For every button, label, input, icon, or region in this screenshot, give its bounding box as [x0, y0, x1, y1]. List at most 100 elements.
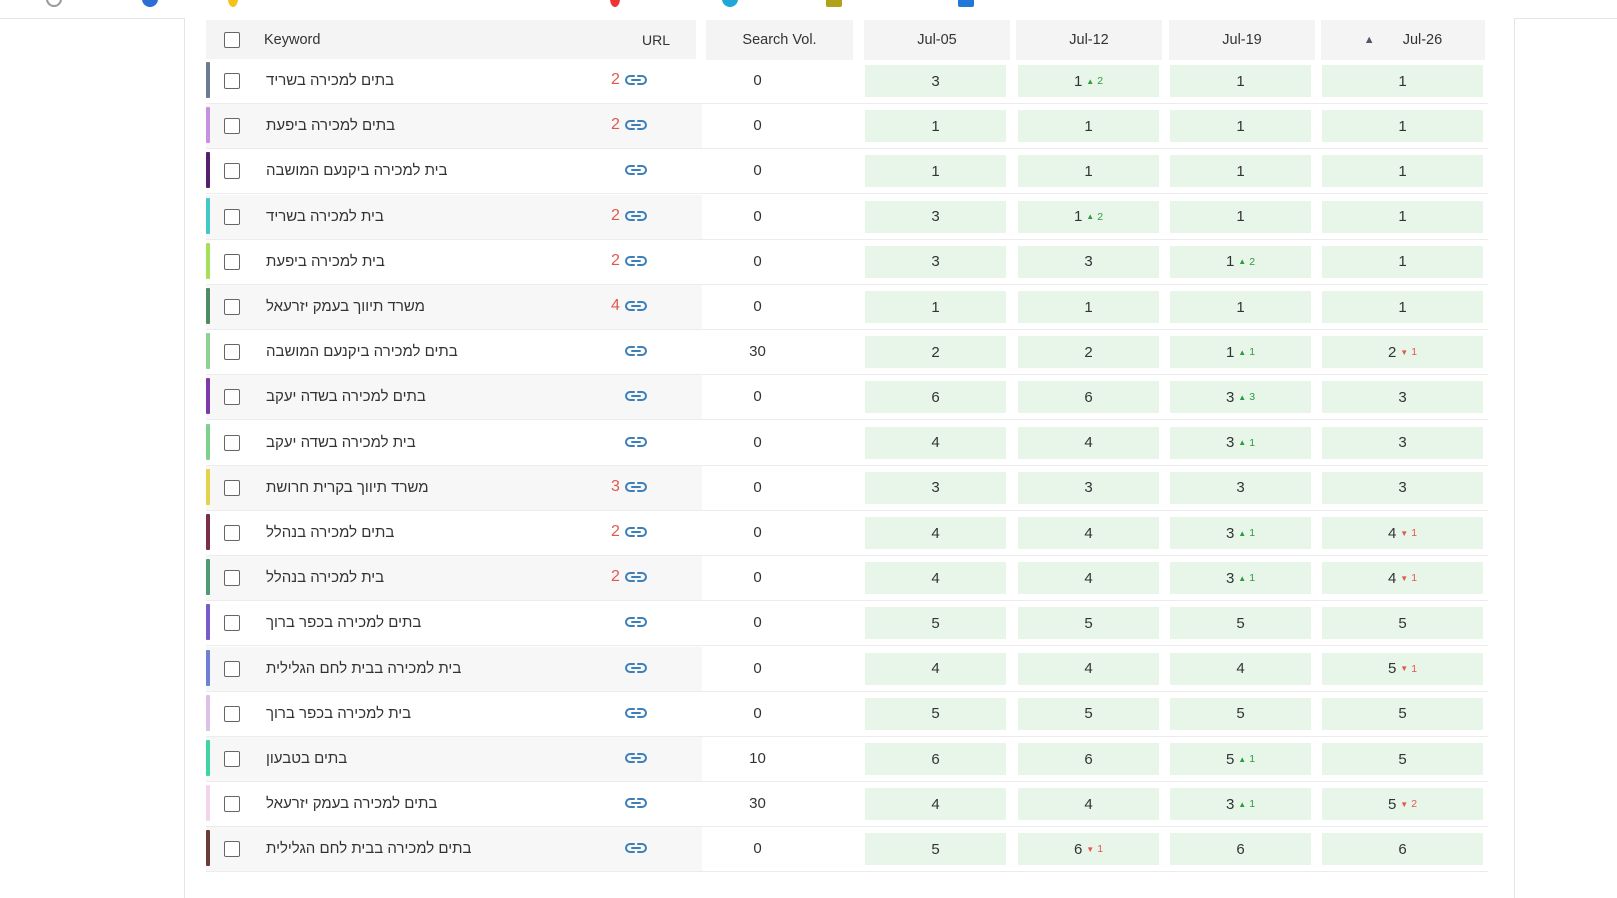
rank-cell[interactable]: 1: [1322, 110, 1483, 143]
rank-cell[interactable]: 5: [865, 833, 1006, 866]
rank-cell[interactable]: 4: [865, 562, 1006, 595]
sort-ascending-icon[interactable]: ▲: [1363, 34, 1375, 46]
rank-cell[interactable]: 5 ▼ 2: [1322, 788, 1483, 821]
table-row[interactable]: בתים למכירה ביקנעם המושבה 30 2 2 1 ▲ 1 2 ▼ 1: [206, 330, 1488, 376]
rank-cell[interactable]: 4 ▼ 1: [1322, 517, 1483, 549]
rank-cell[interactable]: 3: [1322, 381, 1483, 414]
row-checkbox[interactable]: [224, 118, 240, 135]
rank-cell[interactable]: 6 ▼ 1: [1018, 833, 1159, 866]
link-icon[interactable]: [625, 616, 647, 628]
rank-cell[interactable]: 5: [1170, 697, 1311, 730]
link-icon[interactable]: [625, 300, 647, 312]
rank-cell[interactable]: 4: [865, 426, 1006, 459]
bookmark-icon[interactable]: [958, 0, 974, 7]
rank-cell[interactable]: 3: [1018, 245, 1159, 278]
rank-cell[interactable]: 1: [865, 291, 1006, 323]
url-count[interactable]: 4: [611, 297, 620, 314]
row-checkbox[interactable]: [224, 570, 240, 587]
link-icon[interactable]: [625, 119, 647, 131]
rank-cell[interactable]: 1 ▲ 2: [1018, 65, 1159, 97]
row-checkbox[interactable]: [224, 389, 240, 406]
rank-cell[interactable]: 4 ▼ 1: [1322, 562, 1483, 595]
link-icon[interactable]: [625, 526, 647, 538]
table-row[interactable]: בתים למכירה בכפר ברוך 0 5 5 5 5: [206, 601, 1488, 647]
row-checkbox[interactable]: [224, 434, 240, 451]
url-count[interactable]: 2: [611, 71, 620, 88]
rank-cell[interactable]: 1: [1018, 110, 1159, 143]
table-row[interactable]: בתים בטבעון 10 6 6 5 ▲ 1 5: [206, 737, 1488, 782]
bookmark-icon[interactable]: [228, 0, 238, 7]
bookmark-icon[interactable]: [826, 0, 842, 7]
link-icon[interactable]: [625, 255, 647, 267]
table-row[interactable]: בתים למכירה בבית לחם הגלילית 0 5 6 ▼ 1 6 6: [206, 827, 1488, 873]
table-row[interactable]: בתים למכירה בשריד 2 0 3 1 ▲ 2 1 1: [206, 59, 1488, 104]
rank-cell[interactable]: 1: [1170, 65, 1311, 97]
link-icon[interactable]: [625, 481, 647, 493]
rank-cell[interactable]: 1: [1322, 291, 1483, 323]
link-icon[interactable]: [625, 662, 647, 674]
rank-cell[interactable]: 1: [1322, 245, 1483, 278]
table-row[interactable]: בית למכירה בנהלל 2 0 4 4 3 ▲ 1 4 ▼ 1: [206, 556, 1488, 602]
search-volume-header[interactable]: Search Vol.: [706, 20, 853, 60]
link-icon[interactable]: [625, 842, 647, 854]
row-checkbox[interactable]: [224, 479, 240, 496]
rank-cell[interactable]: 4: [865, 788, 1006, 821]
row-checkbox[interactable]: [224, 705, 240, 722]
link-icon[interactable]: [625, 210, 647, 222]
rank-cell[interactable]: 5: [865, 607, 1006, 640]
rank-cell[interactable]: 3: [1322, 471, 1483, 504]
rank-cell[interactable]: 1: [1170, 200, 1311, 233]
rank-cell[interactable]: 4: [865, 517, 1006, 549]
rank-cell[interactable]: 2 ▼ 1: [1322, 336, 1483, 369]
table-row[interactable]: משרד תיווך בעמק יזרעאל 4 0 1 1 1 1: [206, 285, 1488, 330]
rank-cell[interactable]: 5: [1170, 607, 1311, 640]
link-icon[interactable]: [625, 345, 647, 357]
rank-cell[interactable]: 6: [1322, 833, 1483, 866]
keyword-header[interactable]: Keyword URL: [206, 20, 696, 60]
rank-cell[interactable]: 3 ▲ 1: [1170, 426, 1311, 459]
rank-cell[interactable]: 1: [1170, 291, 1311, 323]
rank-cell[interactable]: 3 ▲ 1: [1170, 517, 1311, 549]
rank-cell[interactable]: 1 ▲ 2: [1018, 200, 1159, 233]
rank-cell[interactable]: 4: [1170, 652, 1311, 685]
row-checkbox[interactable]: [224, 841, 240, 858]
rank-cell[interactable]: 1: [1170, 110, 1311, 143]
row-checkbox[interactable]: [224, 208, 240, 225]
row-checkbox[interactable]: [224, 751, 240, 767]
rank-cell[interactable]: 3: [1018, 471, 1159, 504]
table-row[interactable]: בתים למכירה בשדה יעקב 0 6 6 3 ▲ 3 3: [206, 375, 1488, 421]
rank-cell[interactable]: 3: [865, 65, 1006, 97]
url-count[interactable]: 2: [611, 206, 620, 224]
link-icon[interactable]: [625, 74, 647, 86]
rank-cell[interactable]: 5: [1018, 607, 1159, 640]
row-checkbox[interactable]: [224, 525, 240, 541]
url-count[interactable]: 2: [611, 116, 620, 134]
link-icon[interactable]: [625, 390, 647, 402]
rank-cell[interactable]: 4: [865, 652, 1006, 685]
table-row[interactable]: בית למכירה ביקנעם המושבה 0 1 1 1 1: [206, 149, 1488, 195]
bookmark-icon[interactable]: [722, 0, 738, 7]
rank-cell[interactable]: 3 ▲ 1: [1170, 788, 1311, 821]
rank-cell[interactable]: 1 ▲ 1: [1170, 336, 1311, 369]
link-icon[interactable]: [625, 571, 647, 583]
table-row[interactable]: בית למכירה בשדה יעקב 0 4 4 3 ▲ 1 3: [206, 420, 1488, 466]
table-row[interactable]: בית למכירה ביפעת 2 0 3 3 1 ▲ 2 1: [206, 239, 1488, 285]
date-header-jul-12[interactable]: Jul-12: [1016, 20, 1162, 60]
rank-cell[interactable]: 3 ▲ 1: [1170, 562, 1311, 595]
rank-cell[interactable]: 4: [1018, 426, 1159, 459]
rank-cell[interactable]: 6: [1170, 833, 1311, 866]
rank-cell[interactable]: 3: [865, 200, 1006, 233]
date-header-jul-19[interactable]: Jul-19: [1169, 20, 1315, 60]
bookmark-icon[interactable]: [46, 0, 62, 7]
table-row[interactable]: בית למכירה בכפר ברוך 0 5 5 5 5: [206, 691, 1488, 737]
row-checkbox[interactable]: [224, 660, 240, 677]
rank-cell[interactable]: 1: [1018, 291, 1159, 323]
bookmark-icon[interactable]: [142, 0, 158, 7]
row-checkbox[interactable]: [224, 253, 240, 270]
rank-cell[interactable]: 2: [865, 336, 1006, 369]
row-checkbox[interactable]: [224, 615, 240, 632]
rank-cell[interactable]: 6: [865, 743, 1006, 775]
rank-cell[interactable]: 5 ▲ 1: [1170, 743, 1311, 775]
url-count[interactable]: 2: [611, 251, 620, 269]
rank-cell[interactable]: 1 ▲ 2: [1170, 245, 1311, 278]
